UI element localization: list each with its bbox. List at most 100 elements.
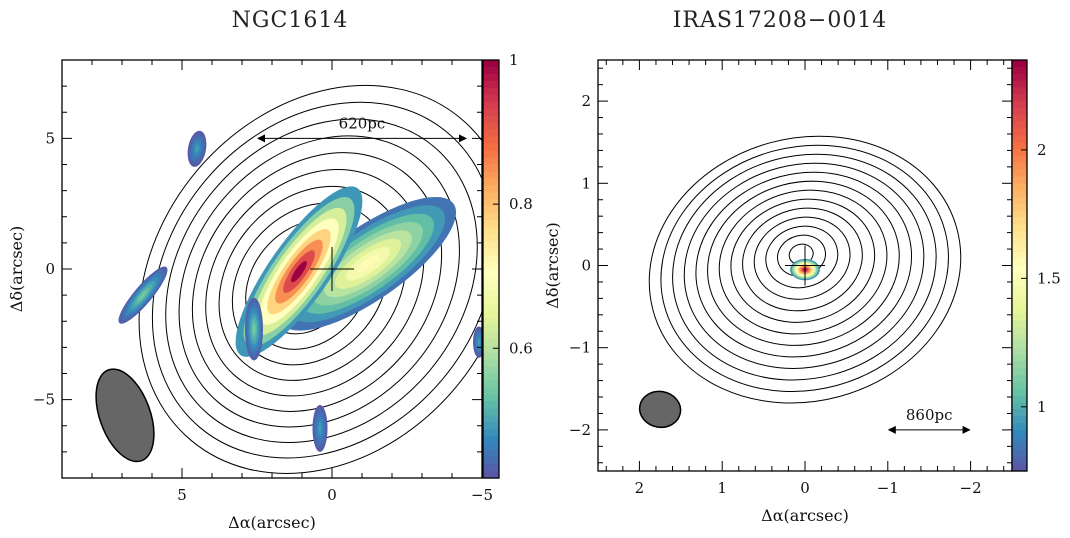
y-tick-label: 1 (581, 174, 591, 192)
colorbar-segment (483, 115, 499, 124)
colorbar-frame (1011, 59, 1028, 472)
colorbar-segment (1012, 381, 1027, 390)
colorbar-segment (1012, 224, 1027, 232)
colorbar-segment (483, 359, 499, 368)
scale-bar-label: 620pc (339, 114, 386, 132)
scale-arrow-right (962, 425, 971, 434)
colorbar-segment (1012, 272, 1027, 280)
colorbar-segment (1012, 416, 1027, 424)
contour-level (138, 84, 482, 474)
colorbar-segment (483, 317, 499, 326)
colorbar-segment (483, 171, 499, 180)
colorbar-segment (483, 255, 499, 263)
colorbar-segment (1012, 402, 1027, 410)
x-tick-label: 0 (327, 486, 337, 504)
contour-level (191, 152, 443, 412)
colorbar-segment (1012, 299, 1027, 308)
x-axis-label: Δα(arcsec) (761, 506, 849, 525)
colorbar-segment (1012, 251, 1027, 260)
colorbar-segment (1012, 155, 1027, 164)
x-tick-label: 5 (177, 486, 187, 504)
colorbar-segment (483, 450, 499, 458)
colorbar-segment (1012, 395, 1027, 404)
contour-level (730, 198, 876, 323)
chart-panel-1: 620pc 5 0 −5 5 0 −5 Δα(arcsec) Δδ(arcsec) NGC1614… (7, 8, 533, 532)
colorbar-segment (483, 310, 499, 319)
colorbar-segment (483, 282, 499, 291)
beam-ellipse (638, 390, 682, 429)
colorbar-segment (1012, 306, 1027, 315)
contour-level (165, 118, 478, 443)
colorbar-segment (1012, 361, 1027, 369)
colorbar-segment (483, 262, 499, 270)
colorbar-segment (1012, 203, 1027, 212)
x-tick-label: 0 (800, 479, 810, 497)
y-tick-label: 0 (45, 260, 55, 278)
colorbar-segment (483, 373, 499, 382)
chart-title: IRAS17208−0014 (673, 8, 888, 33)
y-axis-label: Δδ(arcsec) (543, 222, 562, 308)
x-axis-label: Δα(arcsec) (228, 513, 316, 532)
colorbar-segment (483, 352, 499, 361)
contour-level (753, 216, 851, 300)
colorbar-segment (483, 241, 499, 249)
colorbar-segment (1012, 457, 1027, 465)
colorbar-segment (483, 227, 499, 235)
x-tick-label: 2 (635, 479, 645, 497)
colorbar-segment (483, 296, 499, 305)
colorbar-segment (1012, 107, 1027, 116)
colorbar-segment (1012, 375, 1027, 383)
colorbar-segment (1012, 169, 1027, 178)
scale-arrow-left (887, 425, 896, 434)
colorbar-segment (483, 324, 499, 333)
colorbar-segment (483, 150, 499, 159)
heatmap-region (319, 425, 321, 432)
colorbar-segment (1012, 197, 1027, 205)
colorbar-segment (1012, 265, 1027, 273)
colorbar-segment (1012, 327, 1027, 335)
heatmap-region (139, 291, 147, 299)
colorbar-segment (483, 338, 499, 347)
colorbar-segment (1012, 60, 1027, 68)
heatmap-region (195, 146, 199, 152)
contour-level (648, 135, 962, 404)
colorbar-segment (1012, 149, 1027, 157)
heatmap-region (356, 255, 380, 273)
contour-level (718, 189, 888, 335)
colorbar-segment (483, 471, 499, 479)
colorbar-segment (1012, 258, 1027, 267)
colorbar-segment (483, 108, 499, 117)
y-tick-label: 2 (581, 92, 591, 110)
colorbar-segment (483, 164, 499, 173)
colorbar-segment (1012, 313, 1027, 321)
heatmap-region (478, 340, 480, 345)
contour-level (660, 144, 949, 392)
colorbar-segment (1012, 162, 1027, 171)
contour-level (742, 207, 863, 312)
colorbar-tick-label: 0.8 (509, 195, 533, 213)
y-tick-label: 5 (45, 129, 55, 147)
colorbar-segment (1012, 429, 1027, 438)
contour-level (218, 185, 407, 381)
colorbar-segment (1012, 176, 1027, 184)
chart-title: NGC1614 (232, 8, 349, 33)
colorbar-segment (1012, 286, 1027, 294)
y-tick-label: −1 (569, 339, 591, 357)
colorbar-segment (483, 289, 499, 298)
contour-level (707, 180, 900, 346)
colorbar-segment (483, 366, 499, 375)
colorbar-segment (1012, 121, 1027, 130)
colorbar-segment (1012, 464, 1027, 472)
heatmap-region (291, 260, 307, 283)
colorbar-segment (483, 101, 499, 110)
beam-ellipse (95, 368, 155, 463)
colorbar-segment (1012, 80, 1027, 88)
colorbar-tick-label: 1 (1037, 398, 1047, 416)
scale-arrow-left (257, 134, 265, 143)
colorbar-segment (483, 436, 499, 444)
colorbar-segment (483, 269, 499, 277)
contour-level (178, 135, 460, 428)
colorbar-segment (483, 60, 499, 68)
colorbar-tick-label: 2 (1037, 141, 1047, 159)
colorbar-segment (1012, 128, 1027, 136)
